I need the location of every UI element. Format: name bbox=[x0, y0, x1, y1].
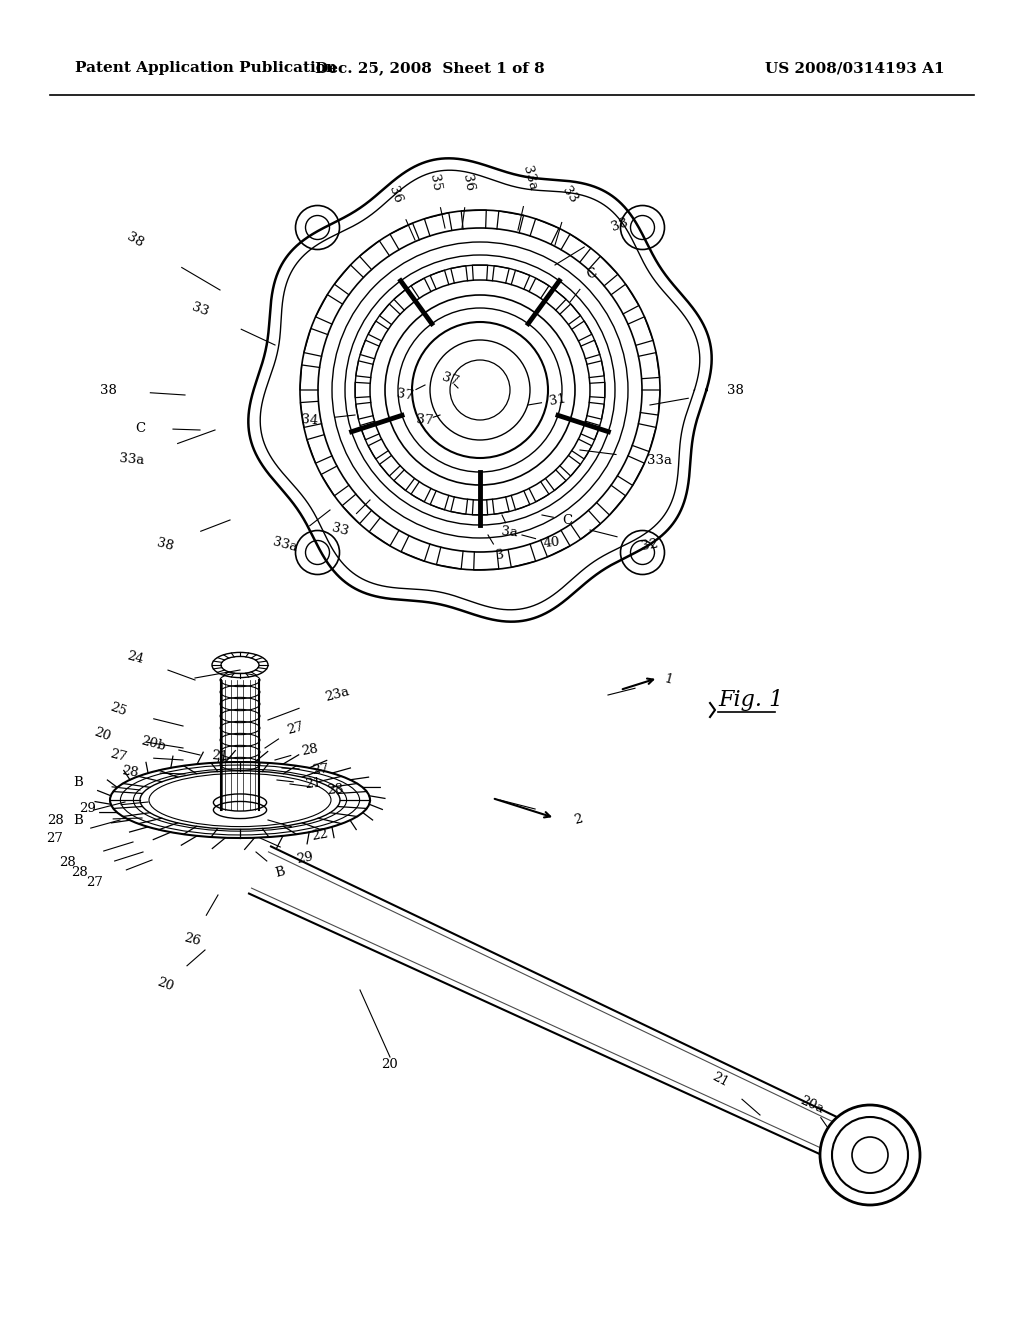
Text: 28: 28 bbox=[326, 783, 344, 797]
Text: 28: 28 bbox=[47, 813, 63, 826]
Text: Fig. 1: Fig. 1 bbox=[718, 689, 783, 711]
Text: 20: 20 bbox=[92, 726, 112, 744]
Text: 20a: 20a bbox=[798, 1094, 826, 1117]
Circle shape bbox=[820, 1105, 920, 1205]
Text: 28: 28 bbox=[59, 855, 77, 869]
Text: 20: 20 bbox=[382, 1059, 398, 1072]
Text: 31: 31 bbox=[549, 392, 567, 408]
Text: C: C bbox=[135, 421, 145, 434]
Text: 38: 38 bbox=[156, 536, 175, 553]
Text: 23a: 23a bbox=[324, 685, 350, 704]
Text: 37: 37 bbox=[416, 413, 434, 428]
Text: 27: 27 bbox=[109, 747, 128, 764]
Text: 33: 33 bbox=[330, 521, 350, 539]
Text: 27: 27 bbox=[87, 875, 103, 888]
Text: 33: 33 bbox=[560, 185, 581, 206]
Text: 36: 36 bbox=[460, 173, 476, 193]
Text: 37: 37 bbox=[439, 371, 460, 389]
Text: 3a: 3a bbox=[501, 525, 519, 539]
Text: 2: 2 bbox=[572, 813, 584, 828]
Text: 33a: 33a bbox=[520, 164, 540, 191]
Text: 21: 21 bbox=[211, 748, 229, 763]
Text: 33: 33 bbox=[189, 301, 210, 319]
Text: 21: 21 bbox=[710, 1071, 730, 1090]
Text: 32: 32 bbox=[641, 537, 659, 553]
Text: 24: 24 bbox=[125, 649, 144, 667]
Text: 22: 22 bbox=[310, 828, 330, 843]
Text: 38: 38 bbox=[99, 384, 117, 396]
Text: Dec. 25, 2008  Sheet 1 of 8: Dec. 25, 2008 Sheet 1 of 8 bbox=[315, 61, 545, 75]
Text: 33a: 33a bbox=[271, 536, 299, 554]
Text: B: B bbox=[73, 776, 83, 789]
Text: 35: 35 bbox=[427, 173, 442, 193]
Text: 28: 28 bbox=[301, 742, 319, 758]
Text: Patent Application Publication: Patent Application Publication bbox=[75, 61, 337, 75]
Text: 20: 20 bbox=[155, 975, 175, 994]
Text: 38: 38 bbox=[610, 216, 630, 234]
Text: 40: 40 bbox=[543, 536, 561, 550]
Text: 21: 21 bbox=[304, 776, 322, 791]
Text: C: C bbox=[585, 267, 599, 282]
Text: C: C bbox=[562, 513, 572, 527]
Text: 29: 29 bbox=[296, 850, 314, 866]
Text: US 2008/0314193 A1: US 2008/0314193 A1 bbox=[765, 61, 945, 75]
Text: 20b: 20b bbox=[139, 734, 167, 754]
Text: 37: 37 bbox=[395, 387, 415, 403]
Text: 38: 38 bbox=[125, 230, 145, 249]
Text: 27: 27 bbox=[311, 763, 329, 777]
Text: 28: 28 bbox=[121, 764, 139, 780]
Text: 26: 26 bbox=[182, 932, 202, 949]
Text: 36: 36 bbox=[386, 185, 404, 205]
Text: 33a: 33a bbox=[647, 454, 673, 466]
Text: 27: 27 bbox=[285, 719, 305, 737]
Text: 34: 34 bbox=[301, 413, 318, 428]
Text: 3: 3 bbox=[496, 548, 505, 562]
Text: 38: 38 bbox=[727, 384, 743, 396]
Text: B: B bbox=[273, 865, 287, 879]
Text: 29: 29 bbox=[80, 801, 96, 814]
Text: 1: 1 bbox=[663, 673, 674, 688]
Text: 27: 27 bbox=[46, 832, 63, 845]
Text: 25: 25 bbox=[108, 701, 128, 719]
Text: 33a: 33a bbox=[119, 453, 145, 467]
Text: 28: 28 bbox=[72, 866, 88, 879]
Text: B: B bbox=[73, 813, 83, 826]
